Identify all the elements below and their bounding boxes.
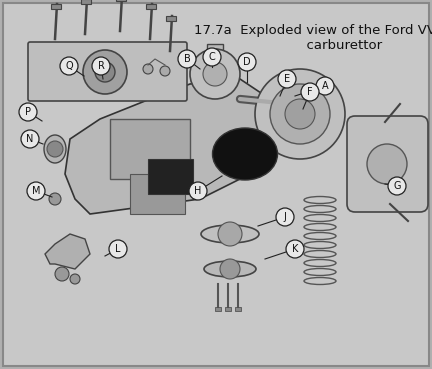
Ellipse shape: [44, 135, 66, 163]
Text: H: H: [194, 186, 202, 196]
Ellipse shape: [201, 225, 259, 243]
Text: A: A: [322, 81, 328, 91]
Circle shape: [316, 77, 334, 95]
Bar: [130, 174, 185, 214]
Text: R: R: [98, 61, 105, 71]
Circle shape: [92, 57, 110, 75]
Polygon shape: [45, 234, 90, 269]
Text: M: M: [32, 186, 40, 196]
Bar: [81, 0, 91, 4]
Circle shape: [220, 259, 240, 279]
Bar: [116, 0, 126, 1]
Circle shape: [49, 193, 61, 205]
Circle shape: [203, 62, 227, 86]
Text: F: F: [307, 87, 313, 97]
Text: L: L: [115, 244, 121, 254]
Circle shape: [286, 240, 304, 258]
Text: J: J: [283, 212, 286, 222]
Ellipse shape: [204, 261, 256, 277]
Circle shape: [278, 70, 296, 88]
Circle shape: [19, 103, 37, 121]
Text: P: P: [25, 107, 31, 117]
Bar: [215, 307, 221, 311]
Bar: [51, 4, 61, 9]
Bar: [146, 4, 156, 9]
Bar: [166, 16, 176, 21]
Circle shape: [27, 182, 45, 200]
Bar: [148, 159, 193, 194]
Ellipse shape: [213, 128, 277, 180]
FancyBboxPatch shape: [28, 42, 187, 101]
Circle shape: [238, 53, 256, 71]
Circle shape: [143, 64, 153, 74]
Circle shape: [270, 84, 330, 144]
Polygon shape: [65, 79, 270, 214]
Bar: [110, 119, 190, 179]
Circle shape: [83, 50, 127, 94]
Circle shape: [95, 62, 115, 82]
Bar: [225, 307, 231, 311]
Text: D: D: [243, 57, 251, 67]
Circle shape: [178, 50, 196, 68]
Circle shape: [190, 49, 240, 99]
Text: N: N: [26, 134, 34, 144]
Text: K: K: [292, 244, 298, 254]
Text: E: E: [284, 74, 290, 84]
Text: G: G: [393, 181, 401, 191]
Circle shape: [21, 130, 39, 148]
Circle shape: [203, 48, 221, 66]
Circle shape: [255, 69, 345, 159]
Circle shape: [388, 177, 406, 195]
Circle shape: [367, 144, 407, 184]
Circle shape: [70, 274, 80, 284]
Bar: [235, 307, 241, 311]
Circle shape: [60, 57, 78, 75]
Circle shape: [47, 141, 63, 157]
Circle shape: [285, 99, 315, 129]
Text: B: B: [184, 54, 191, 64]
Bar: [207, 44, 223, 74]
Circle shape: [301, 83, 319, 101]
Text: 17.7a  Exploded view of the Ford VV
              carburettor: 17.7a Exploded view of the Ford VV carbu…: [194, 24, 432, 52]
Circle shape: [276, 208, 294, 226]
Text: Q: Q: [65, 61, 73, 71]
Circle shape: [109, 240, 127, 258]
FancyBboxPatch shape: [347, 116, 428, 212]
Circle shape: [218, 222, 242, 246]
Circle shape: [189, 182, 207, 200]
Circle shape: [55, 267, 69, 281]
Text: C: C: [209, 52, 216, 62]
Circle shape: [160, 66, 170, 76]
